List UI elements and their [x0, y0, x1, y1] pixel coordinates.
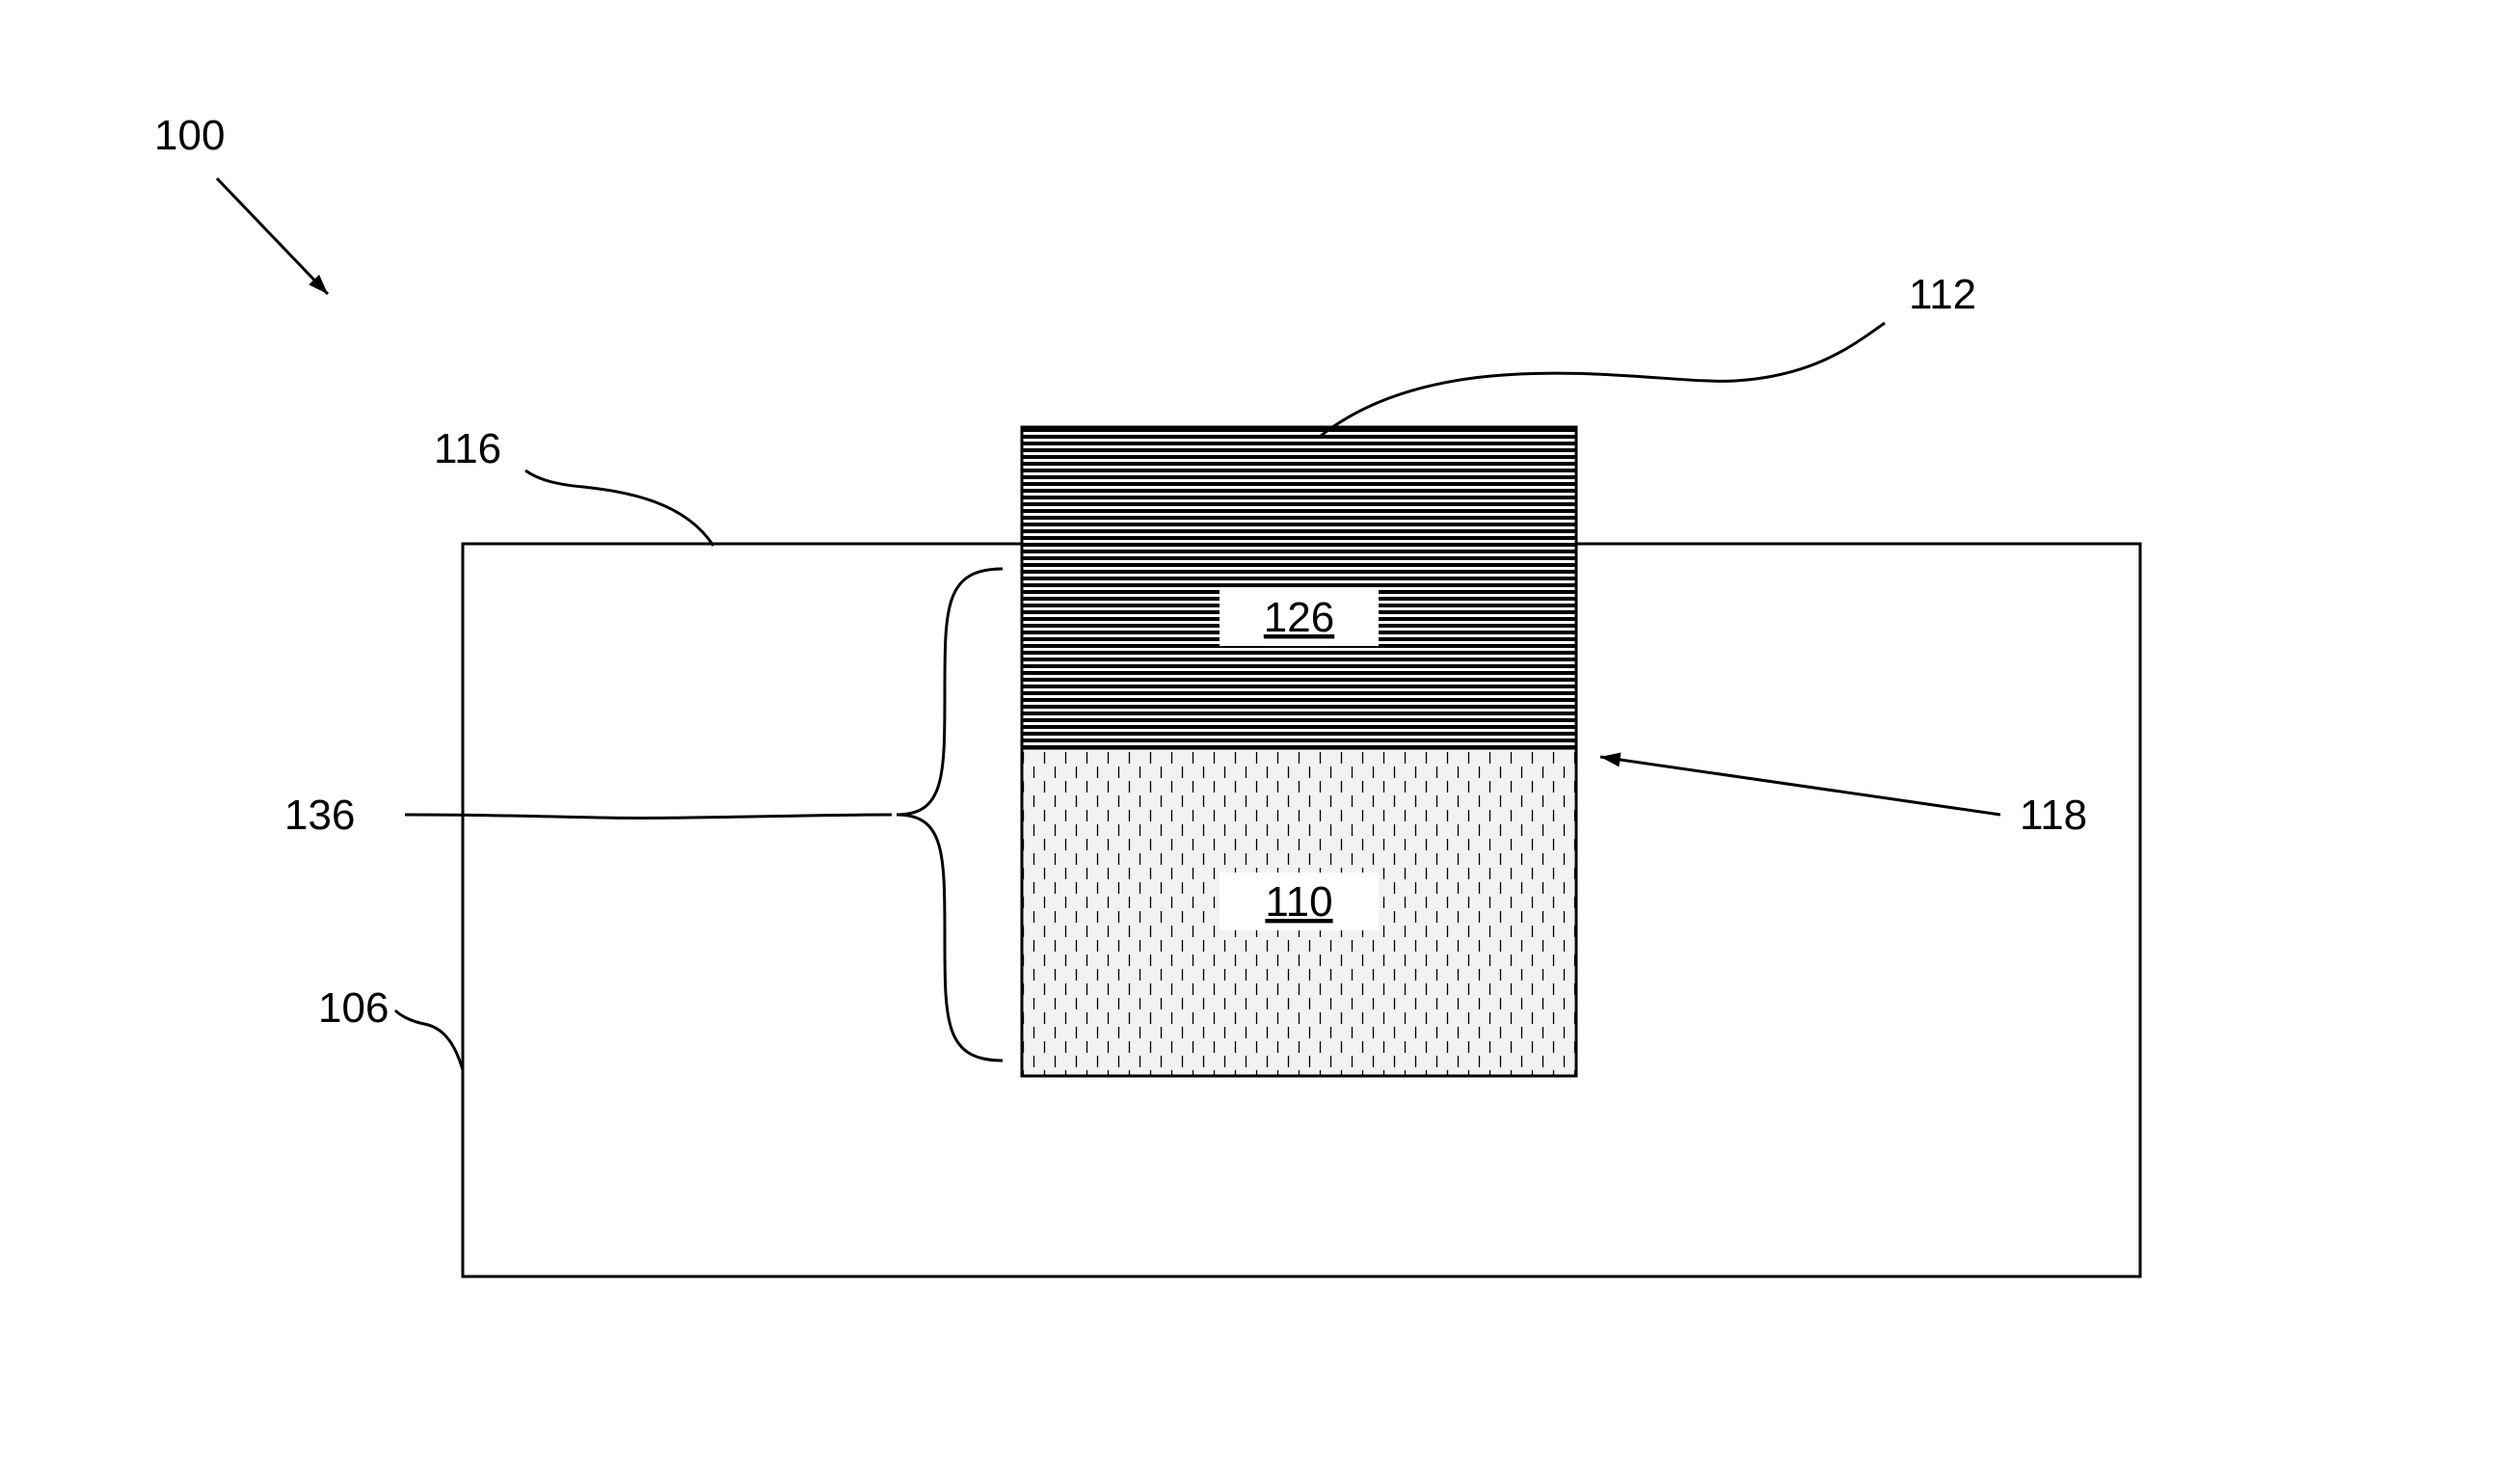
- ref-136: 136: [284, 792, 355, 839]
- ref-100: 100: [154, 112, 225, 159]
- leader-106: [395, 1010, 463, 1070]
- layer-126: [1022, 427, 1576, 748]
- label-126: 126: [1264, 594, 1334, 641]
- ref-112: 112: [1909, 271, 1976, 318]
- ref-106: 106: [318, 984, 389, 1032]
- leader-116: [525, 470, 713, 546]
- ref-118: 118: [2020, 792, 2087, 839]
- ref-116: 116: [434, 425, 501, 472]
- label-110: 110: [1265, 878, 1332, 926]
- leader-112: [1321, 323, 1885, 436]
